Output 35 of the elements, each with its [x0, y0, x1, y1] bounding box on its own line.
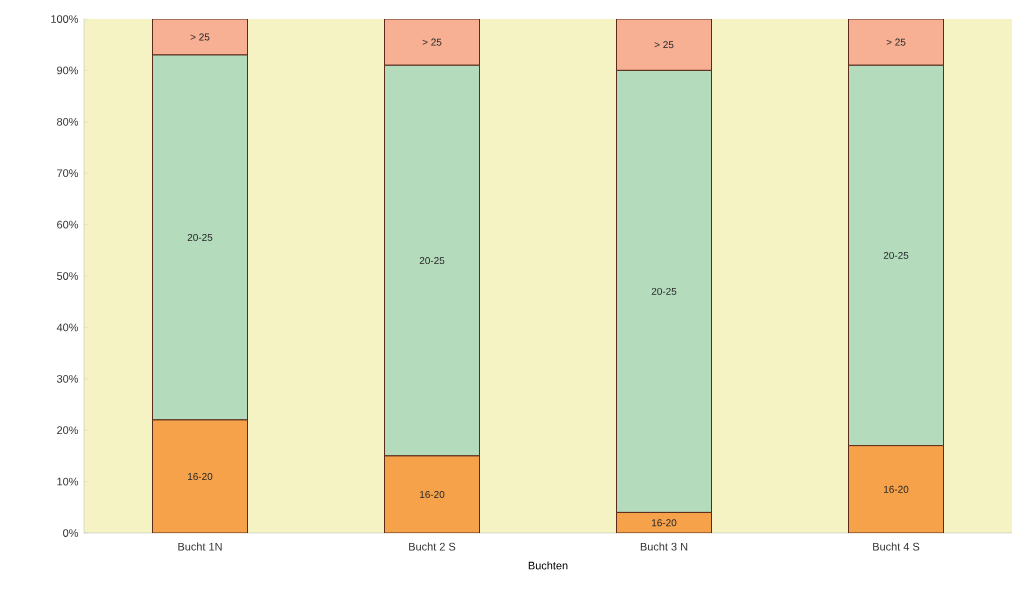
text: 20-25 [883, 251, 909, 259]
text: 20-25 [419, 257, 445, 265]
series-label: 20-25 [651, 287, 677, 295]
text: 16-20 [420, 490, 445, 498]
series-label: > 25 [190, 33, 210, 41]
bar [152, 419, 248, 533]
bar [616, 18, 713, 71]
text: > 25 [422, 38, 442, 46]
bar [384, 455, 480, 533]
bar [384, 18, 480, 66]
x-axis-title: Buchten [528, 561, 568, 570]
y-tick-label: 0% [63, 529, 79, 537]
bar [848, 18, 945, 66]
text: 16-20 [884, 485, 909, 493]
text: 20-25 [187, 233, 213, 241]
text: 16-20 [188, 472, 213, 480]
y-tick-label: 20% [57, 426, 79, 435]
text: > 25 [886, 38, 906, 46]
x-tick-label: Bucht 1N [178, 542, 222, 551]
y-tick-label: 60% [57, 220, 79, 229]
y-tick-label: 80% [57, 117, 79, 126]
y-tick-label: 70% [57, 169, 79, 178]
x-tick-label: Bucht 4 S [873, 542, 920, 551]
text: > 25 [654, 41, 674, 49]
y-tick-label: 90% [57, 66, 79, 75]
series-label: 16-20 [652, 519, 677, 527]
y-tick-label: 50% [56, 272, 79, 280]
bar [848, 445, 945, 533]
y-tick-label: 30% [56, 374, 79, 383]
x-tick-label: Bucht 3 N [640, 542, 688, 551]
y-tick-label: 100% [51, 15, 79, 23]
y-tick-label: 10% [57, 477, 79, 486]
bar [152, 18, 248, 56]
y-tick-label: 40% [56, 323, 79, 332]
x-tick-label: Bucht 2 S [409, 542, 456, 551]
